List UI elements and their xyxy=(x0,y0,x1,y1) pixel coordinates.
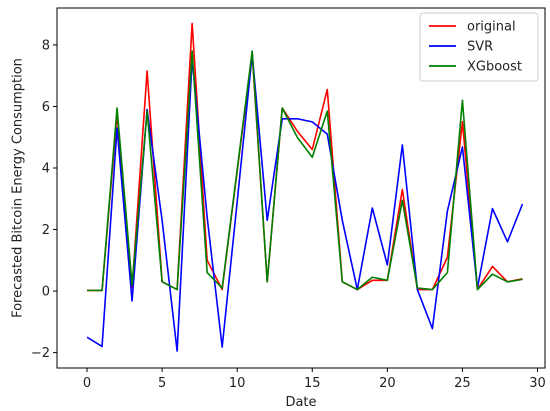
legend-box xyxy=(419,12,539,82)
y-axis-label: Forecasted Bitcoin Energy Consumption xyxy=(11,58,26,318)
x-tick-label: 10 xyxy=(229,376,246,391)
series-line-svr xyxy=(86,53,524,352)
y-tick-label: 4 xyxy=(42,162,50,177)
x-tick-label: 15 xyxy=(304,376,321,391)
x-tick-label: 30 xyxy=(529,376,546,391)
x-axis: 0 5 10 15 20 25 30 xyxy=(83,368,546,391)
y-tick-label: 2 xyxy=(42,223,50,238)
y-tick-label: 0 xyxy=(42,285,50,300)
x-axis-label: Date xyxy=(285,395,316,410)
legend: original SVR XGboost xyxy=(419,12,539,82)
plot-area xyxy=(86,22,524,352)
y-tick-label: −2 xyxy=(31,346,50,361)
legend-label-svr: SVR xyxy=(467,40,493,55)
series-line-xgboost xyxy=(87,50,523,292)
x-tick-label: 5 xyxy=(158,376,166,391)
legend-label-xgboost: XGboost xyxy=(467,60,522,75)
y-tick-label: 8 xyxy=(42,38,50,53)
x-tick-label: 20 xyxy=(379,376,396,391)
plot-frame xyxy=(56,7,546,369)
y-tick-label: 6 xyxy=(42,100,50,115)
x-tick-label: 0 xyxy=(83,376,91,391)
legend-label-original: original xyxy=(467,20,516,35)
y-axis: −2 0 2 4 6 8 xyxy=(31,38,57,361)
x-tick-label: 25 xyxy=(454,376,471,391)
